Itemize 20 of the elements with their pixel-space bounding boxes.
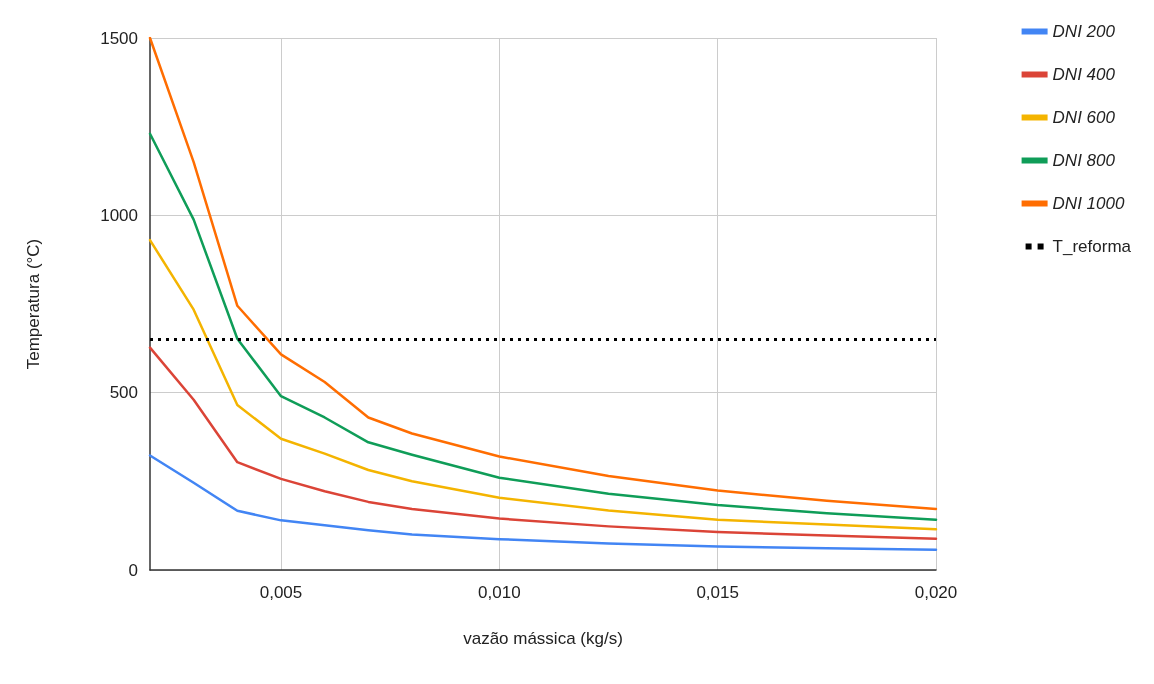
legend-label: DNI 1000	[1052, 194, 1125, 213]
y-axis-title: Temperatura (°C)	[24, 238, 43, 370]
x-tick-label: 0,015	[696, 583, 739, 602]
x-tick-label: 0,005	[259, 583, 303, 602]
y-tick-label: 0	[128, 560, 138, 580]
y-tick-label: 1000	[100, 205, 138, 225]
x-tick-label: 0,010	[478, 583, 521, 602]
legend-label: DNI 400	[1052, 65, 1116, 84]
line-series	[148, 132, 938, 521]
line-series	[148, 238, 938, 531]
legend-label: DNI 800	[1052, 151, 1116, 170]
x-tick-label: 0,020	[914, 583, 958, 602]
legend-label: T_reforma	[1052, 237, 1132, 256]
y-tick-label: 1500	[100, 28, 138, 48]
legend-label: DNI 200	[1052, 22, 1116, 41]
legend-label: DNI 600	[1052, 108, 1116, 127]
line-series	[148, 454, 938, 552]
y-tick-label: 500	[109, 383, 138, 403]
line-series	[148, 346, 938, 541]
x-axis-title: vazão mássica (kg/s)	[463, 629, 623, 648]
